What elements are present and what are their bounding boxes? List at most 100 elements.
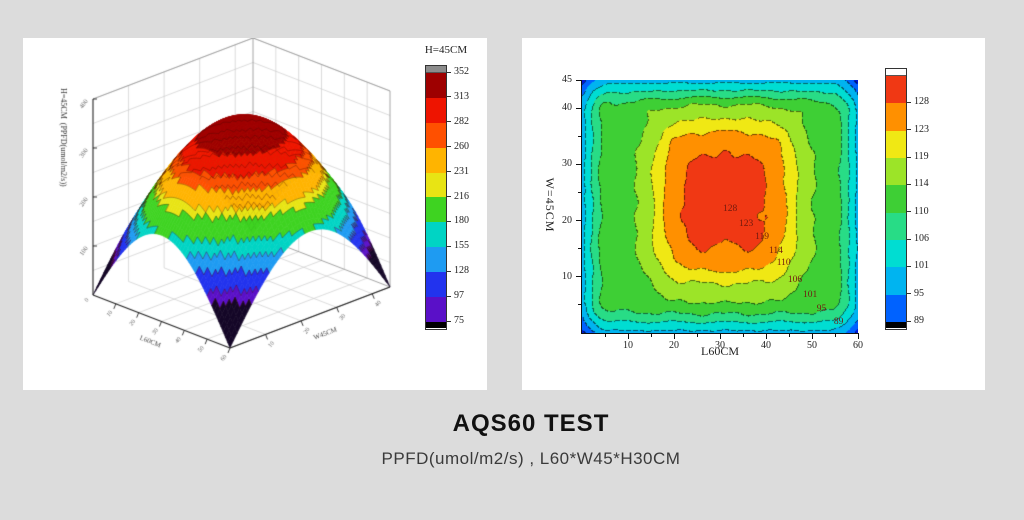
colorbar-tick-label: 106	[914, 233, 929, 244]
colorbar-tickmark	[447, 295, 451, 297]
contour-y-axis-label: W=45CM	[543, 177, 557, 233]
x-minor-tick	[742, 334, 744, 337]
surface-colorbar-title: H=45CM	[424, 44, 468, 56]
colorbar-tickmark	[907, 320, 911, 322]
x-minor-tick	[811, 334, 813, 337]
colorbar-tick-label: 313	[454, 90, 469, 102]
contour-value-label: 95	[816, 303, 827, 314]
contour-value-label: 119	[755, 231, 770, 242]
contour-value-label: 110	[776, 257, 791, 268]
x-major-tick	[857, 334, 859, 339]
colorbar-tick-label: 101	[914, 260, 929, 272]
colorbar-tick-label: 260	[454, 140, 469, 152]
contour-x-axis	[581, 333, 859, 334]
contour-chart-panel: W=45CM 128 123 119 114 110 106 101 95 89 L60CM 1…	[522, 38, 985, 390]
y-minor-tick	[578, 135, 581, 137]
colorbar-segment	[426, 73, 446, 98]
colorbar-tickmark	[907, 129, 911, 131]
colorbar-cap-bottom	[886, 321, 906, 328]
y-tick-label: 45	[562, 74, 572, 85]
colorbar-segment	[886, 103, 906, 131]
y-tick-label: 40	[562, 102, 572, 114]
x-tick-label: 60	[853, 340, 863, 351]
colorbar-segment	[886, 267, 906, 295]
contour-x-axis-label: L60CM	[700, 344, 739, 358]
x-tick-label: 50	[807, 340, 817, 351]
colorbar-tickmark	[907, 211, 911, 213]
y-tick-label: 20	[562, 214, 572, 226]
colorbar-tick-label: 95	[914, 287, 924, 299]
contour-value-label: 106	[787, 275, 803, 286]
colorbar-tick-label: 123	[914, 123, 929, 135]
x-tick-label: 10	[623, 340, 633, 351]
colorbar-tick-label: 155	[454, 240, 469, 252]
colorbar-tick-label: 216	[454, 190, 469, 202]
colorbar-segment	[886, 185, 906, 213]
x-minor-tick	[650, 334, 652, 337]
x-minor-tick	[627, 334, 629, 337]
colorbar-segment	[886, 130, 906, 158]
colorbar-tick-label: 282	[454, 115, 469, 127]
colorbar-tickmark	[907, 183, 911, 185]
colorbar-tick-label: 119	[914, 151, 929, 162]
colorbar-tick-label: 75	[454, 315, 464, 326]
colorbar-tickmark	[907, 238, 911, 240]
colorbar-cap-bottom	[426, 321, 446, 328]
colorbar-tickmark	[907, 156, 911, 158]
colorbar-tickmark	[447, 96, 451, 98]
colorbar-tickmark	[907, 293, 911, 295]
x-tick-label: 30	[715, 340, 725, 351]
colorbar-tickmark	[447, 71, 451, 73]
y-minor-tick	[578, 163, 581, 165]
page-title: AQS60 TEST	[452, 410, 610, 437]
colorbar-segment	[426, 147, 446, 173]
colorbar-tickmark	[907, 101, 911, 103]
colorbar-segment	[886, 212, 906, 240]
y-minor-tick	[578, 191, 581, 193]
colorbar-segment	[886, 294, 906, 322]
contour-colorbar	[885, 68, 907, 330]
colorbar-segment	[426, 222, 446, 248]
colorbar-tickmark	[447, 171, 451, 173]
colorbar-segment	[886, 76, 906, 104]
colorbar-segment	[886, 157, 906, 186]
contour-value-label: 89	[833, 316, 844, 327]
y-minor-tick	[578, 107, 581, 109]
colorbar-tick-label: 231	[454, 165, 469, 177]
colorbar-tick-label: 352	[454, 66, 469, 77]
caption-block: AQS60 TEST PPFD(umol/m2/s) , L60*W45*H30…	[19, 410, 1024, 469]
colorbar-tick-label: 128	[914, 96, 929, 108]
colorbar-tickmark	[447, 146, 451, 148]
colorbar-segment	[426, 272, 446, 298]
y-tick-label: 10	[562, 270, 572, 282]
y-major-tick	[576, 79, 581, 81]
colorbar-tick-label: 89	[914, 315, 924, 326]
contour-canvas	[582, 80, 858, 333]
colorbar-tickmark	[447, 270, 451, 272]
colorbar-cap-top	[426, 66, 446, 73]
contour-value-label: 114	[768, 246, 783, 257]
colorbar-tick-label: 97	[454, 290, 464, 302]
x-tick-label: 20	[669, 340, 679, 351]
x-minor-tick	[604, 334, 606, 337]
colorbar-cap-top	[886, 69, 906, 76]
x-minor-tick	[673, 334, 675, 337]
y-minor-tick	[578, 304, 581, 306]
colorbar-tickmark	[447, 121, 451, 123]
x-tick-label: 40	[761, 340, 771, 351]
y-tick-label: 30	[562, 158, 572, 170]
colorbar-segment	[426, 122, 446, 148]
x-minor-tick	[765, 334, 767, 337]
colorbar-tick-label: 114	[914, 178, 929, 190]
surface-chart-panel: H=45CM 352 313 282 260 231 216 180 155 128 97 75	[23, 38, 487, 390]
colorbar-tick-label: 110	[914, 205, 929, 217]
colorbar-segment	[426, 97, 446, 123]
colorbar-tickmark	[447, 196, 451, 197]
contour-plot-area: 128 123 119 114 110 106 101 95 89	[582, 80, 858, 333]
colorbar-segment	[426, 247, 446, 273]
colorbar-tickmark	[907, 265, 911, 267]
x-minor-tick	[696, 334, 698, 337]
colorbar-tick-label: 180	[454, 215, 469, 227]
x-minor-tick	[719, 334, 721, 337]
contour-value-label: 123	[739, 219, 754, 230]
